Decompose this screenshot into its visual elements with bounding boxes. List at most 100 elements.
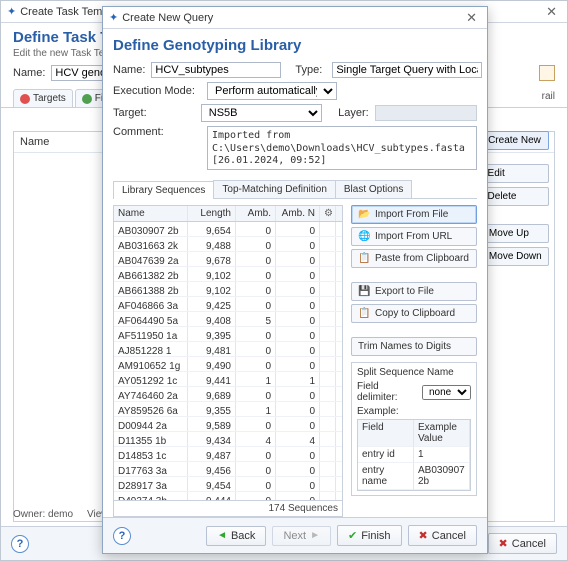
- table-row[interactable]: AB031663 2k9,48800: [114, 237, 342, 252]
- col-length[interactable]: Length: [188, 206, 236, 221]
- label-target: Target:: [113, 107, 195, 119]
- table-row[interactable]: AF046866 3a9,42500: [114, 297, 342, 312]
- file-icon: [82, 94, 92, 104]
- import-group: 📂Import From File 🌐Import From URL 📋Past…: [351, 205, 477, 268]
- modal-bottom-bar: ? ◄Back Next► ✔Finish ✖Cancel: [103, 517, 487, 553]
- col-gear-icon[interactable]: ⚙: [320, 206, 336, 221]
- col-amb[interactable]: Amb.: [236, 206, 276, 221]
- ex-head-field: Field: [358, 420, 414, 447]
- modal-window-title: Create New Query: [122, 12, 462, 24]
- table-row[interactable]: D11355 1b9,43444: [114, 432, 342, 447]
- library-area: Name Length Amb. Amb. N ⚙ AB030907 2b9,6…: [113, 199, 477, 517]
- app-icon: ✦: [7, 5, 16, 18]
- query-type-field: [332, 62, 482, 78]
- table-row[interactable]: AB661382 2b9,10200: [114, 267, 342, 282]
- table-row[interactable]: D00944 2a9,58900: [114, 417, 342, 432]
- sequence-table: Name Length Amb. Amb. N ⚙ AB030907 2b9,6…: [113, 205, 343, 517]
- row-target: Target: NS5B Layer:: [113, 104, 477, 122]
- query-icon: ✦: [109, 11, 118, 24]
- tab-top-matching[interactable]: Top-Matching Definition: [213, 180, 336, 198]
- layer-field: [375, 105, 477, 121]
- clipboard-copy-icon: 📋: [358, 308, 370, 319]
- query-name-input[interactable]: [151, 62, 281, 78]
- back-button[interactable]: ◄Back: [206, 526, 266, 546]
- label-name: Name:: [113, 64, 145, 76]
- next-button: Next►: [272, 526, 331, 546]
- table-row[interactable]: AB030907 2b9,65400: [114, 222, 342, 237]
- table-row[interactable]: AB661388 2b9,10200: [114, 282, 342, 297]
- label-comment: Comment:: [113, 126, 201, 138]
- col-name[interactable]: Name: [114, 206, 188, 221]
- example-row: entry id1: [358, 447, 470, 463]
- target-select[interactable]: NS5B: [201, 104, 322, 122]
- table-row[interactable]: AF511950 1a9,39500: [114, 327, 342, 342]
- globe-icon: 🌐: [358, 231, 370, 242]
- exec-mode-select[interactable]: Perform automatically: [207, 82, 337, 100]
- paste-from-clipboard-button[interactable]: 📋Paste from Clipboard: [351, 249, 477, 268]
- table-row[interactable]: AY746460 2a9,68900: [114, 387, 342, 402]
- target-icon: [20, 94, 30, 104]
- row-name: Name: Type:: [113, 62, 477, 78]
- modal-close-icon[interactable]: ✕: [462, 10, 481, 26]
- table-row[interactable]: D49374 3b9,44400: [114, 492, 342, 500]
- table-row[interactable]: D14853 1c9,48700: [114, 447, 342, 462]
- split-title: Split Sequence Name: [357, 367, 471, 378]
- modal-help-button[interactable]: ?: [113, 527, 131, 545]
- owner-row: Owner: demo View:: [13, 509, 111, 520]
- tab-library-sequences[interactable]: Library Sequences: [113, 181, 214, 199]
- trim-names-button[interactable]: Trim Names to Digits: [351, 337, 477, 356]
- table-row[interactable]: D28917 3a9,45400: [114, 477, 342, 492]
- export-to-file-button[interactable]: 💾Export to File: [351, 282, 477, 301]
- library-tabstrip: Library Sequences Top-Matching Definitio…: [113, 180, 477, 199]
- example-table: Field Example Value entry id1entry nameA…: [357, 419, 471, 491]
- modal-titlebar: ✦ Create New Query ✕: [103, 7, 487, 29]
- tab-blast-options[interactable]: Blast Options: [335, 180, 412, 198]
- back-help-button[interactable]: ?: [11, 535, 29, 553]
- split-sequence-box: Split Sequence Name Field delimiter: non…: [351, 362, 477, 496]
- label-field-delimiter: Field delimiter:: [357, 381, 418, 403]
- seq-table-body[interactable]: AB030907 2b9,65400AB031663 2k9,48800AB04…: [114, 222, 342, 500]
- row-execmode: Execution Mode: Perform automatically: [113, 82, 477, 100]
- tab-targets[interactable]: Targets: [13, 89, 73, 107]
- save-icon: 💾: [358, 286, 370, 297]
- row-comment: Comment: Imported from C:\Users\demo\Dow…: [113, 126, 477, 170]
- x-icon: ✖: [419, 529, 428, 542]
- table-row[interactable]: D17763 3a9,45600: [114, 462, 342, 477]
- table-row[interactable]: AJ851228 19,48100: [114, 342, 342, 357]
- x-icon: ✖: [499, 537, 508, 550]
- arrow-left-icon: ◄: [217, 530, 227, 541]
- field-delimiter-select[interactable]: none: [422, 385, 471, 400]
- seq-table-head: Name Length Amb. Amb. N ⚙: [114, 206, 342, 222]
- folder-open-icon: 📂: [358, 209, 370, 220]
- export-group: 💾Export to File 📋Copy to Clipboard: [351, 282, 477, 323]
- check-icon: ✔: [348, 529, 357, 542]
- note-icon[interactable]: [539, 65, 555, 81]
- table-row[interactable]: AF064490 5a9,40850: [114, 312, 342, 327]
- table-row[interactable]: AY051292 1c9,44111: [114, 372, 342, 387]
- cancel-button[interactable]: ✖Cancel: [408, 525, 477, 546]
- table-row[interactable]: AM910652 1g9,49000: [114, 357, 342, 372]
- table-row[interactable]: AB047639 2a9,67800: [114, 252, 342, 267]
- label-layer: Layer:: [338, 107, 369, 119]
- example-row: entry nameAB030907 2b: [358, 463, 470, 490]
- col-ambn[interactable]: Amb. N: [276, 206, 320, 221]
- copy-to-clipboard-button[interactable]: 📋Copy to Clipboard: [351, 304, 477, 323]
- delimiter-row: Field delimiter: none: [357, 381, 471, 403]
- label-execmode: Execution Mode:: [113, 85, 201, 97]
- import-from-url-button[interactable]: 🌐Import From URL: [351, 227, 477, 246]
- back-cancel-button[interactable]: ✖Cancel: [488, 533, 557, 554]
- ex-head-value: Example Value: [414, 420, 470, 447]
- back-close-icon[interactable]: ✕: [542, 4, 561, 20]
- table-row[interactable]: AY859526 6a9,35510: [114, 402, 342, 417]
- clipboard-paste-icon: 📋: [358, 253, 370, 264]
- arrow-right-icon: ►: [310, 530, 320, 541]
- finish-button[interactable]: ✔Finish: [337, 525, 402, 546]
- create-query-modal: ✦ Create New Query ✕ Define Genotyping L…: [102, 6, 488, 554]
- trail-suffix: rail: [542, 91, 555, 102]
- import-from-file-button[interactable]: 📂Import From File: [351, 205, 477, 224]
- back-name-label: Name:: [13, 67, 45, 79]
- comment-box[interactable]: Imported from C:\Users\demo\Downloads\HC…: [207, 126, 477, 170]
- label-type: Type:: [295, 64, 322, 76]
- modal-heading: Define Genotyping Library: [113, 37, 477, 54]
- library-right-col: 📂Import From File 🌐Import From URL 📋Past…: [351, 205, 477, 517]
